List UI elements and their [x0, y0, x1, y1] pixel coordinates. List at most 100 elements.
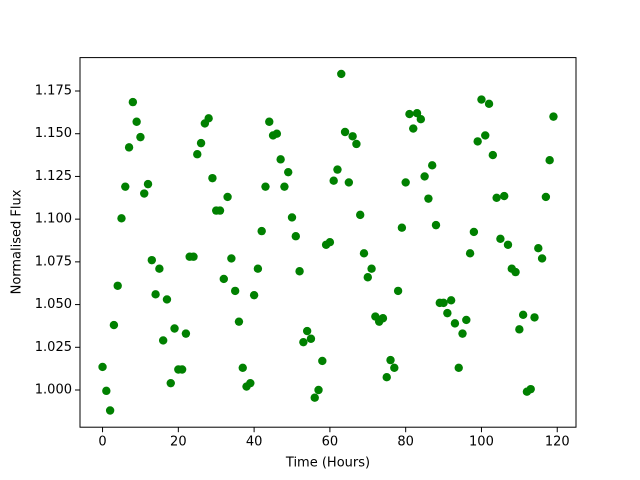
scatter-point — [170, 324, 179, 333]
scatter-point — [518, 310, 528, 320]
scatter-point — [473, 137, 482, 146]
scatter-point — [409, 124, 418, 133]
scatter-point — [443, 308, 452, 318]
scatter-point — [352, 139, 361, 149]
scatter-point — [344, 178, 354, 187]
scatter-point — [450, 319, 460, 328]
scatter-point — [348, 132, 357, 141]
scatter-point — [261, 182, 270, 191]
scatter-point — [234, 317, 244, 326]
y-tick-label: 1.100 — [35, 212, 72, 227]
x-tick-label: 20 — [170, 435, 187, 450]
scatter-point — [534, 243, 543, 253]
scatter-point — [337, 69, 346, 79]
y-tick-label: 1.000 — [35, 383, 72, 398]
scatter-point — [488, 150, 498, 160]
x-tick-label: 100 — [469, 435, 494, 450]
scatter-point — [537, 254, 547, 263]
scatter-point — [276, 155, 285, 164]
scatter-point — [314, 385, 323, 395]
scatter-point — [382, 372, 391, 382]
scatter-point — [405, 109, 414, 119]
scatter-point — [219, 274, 228, 284]
scatter-point — [390, 363, 399, 372]
scatter-point — [401, 178, 410, 187]
scatter-point — [238, 363, 247, 372]
scatter-point — [177, 365, 187, 374]
scatter-point — [140, 189, 149, 198]
scatter-point — [481, 131, 490, 140]
plot-frame — [79, 57, 577, 428]
x-axis-label: Time (Hours) — [285, 456, 370, 471]
scatter-point — [208, 173, 217, 183]
scatter-point — [458, 329, 467, 338]
scatter-point — [359, 249, 369, 258]
scatter-point — [132, 117, 141, 126]
scatter-point — [287, 213, 297, 222]
scatter-point — [465, 249, 475, 258]
scatter-point — [492, 193, 501, 202]
scatter-point — [496, 234, 505, 243]
scatter-point — [151, 290, 160, 299]
scatter-point — [306, 334, 316, 343]
scatter-point — [412, 109, 422, 118]
scatter-point — [227, 254, 236, 263]
scatter-point — [499, 191, 509, 201]
scatter-point — [109, 320, 119, 330]
scatter-point — [223, 192, 232, 202]
x-tick-label: 40 — [246, 435, 263, 450]
scatter-point — [121, 182, 130, 191]
scatter-point — [530, 313, 539, 322]
scatter-point — [310, 393, 319, 402]
scatter-point — [193, 150, 202, 159]
y-tick-label: 1.125 — [35, 169, 72, 184]
scatter-point — [484, 99, 494, 109]
scatter-point — [393, 286, 403, 296]
scatter-point — [526, 384, 535, 394]
scatter-point — [549, 112, 558, 121]
scatter-point — [272, 129, 282, 138]
y-axis-label: Normalised Flux — [10, 189, 25, 294]
scatter-point — [469, 227, 479, 237]
scatter-point — [158, 336, 168, 345]
scatter-point — [477, 95, 486, 104]
x-tick-label: 80 — [397, 435, 414, 450]
scatter-point — [166, 378, 175, 388]
scatter-point — [356, 210, 365, 220]
scatter-point — [291, 232, 300, 241]
y-tick-label: 1.050 — [35, 297, 72, 312]
scatter-point — [284, 167, 293, 177]
y-tick-label: 1.025 — [35, 340, 72, 355]
scatter-point — [511, 267, 520, 277]
scatter-point — [189, 252, 198, 261]
scatter-point — [181, 329, 191, 338]
scatter-point — [113, 281, 122, 290]
scatter-point — [299, 337, 308, 347]
scatter-point — [439, 298, 448, 308]
scatter-point — [462, 315, 471, 325]
scatter-point — [215, 206, 225, 215]
scatter-point — [446, 296, 456, 305]
y-tick-label: 1.075 — [35, 254, 72, 269]
scatter-point — [124, 143, 134, 152]
y-tick-label: 1.175 — [35, 84, 72, 99]
scatter-point — [230, 286, 240, 296]
scatter-point — [541, 192, 551, 202]
scatter-point — [386, 355, 395, 365]
scatter-point — [329, 176, 338, 185]
x-tick-label: 120 — [545, 435, 570, 450]
scatter-point — [454, 363, 463, 372]
scatter-point — [196, 138, 206, 148]
scatter-point — [105, 406, 115, 415]
scatter-point — [102, 386, 111, 396]
scatter-point — [397, 223, 407, 232]
scatter-point — [147, 255, 157, 265]
scatter-point — [204, 114, 213, 123]
scatter-point — [162, 295, 172, 304]
scatter-point — [98, 362, 107, 372]
scatter-point — [363, 273, 372, 282]
scatter-point — [340, 127, 350, 137]
